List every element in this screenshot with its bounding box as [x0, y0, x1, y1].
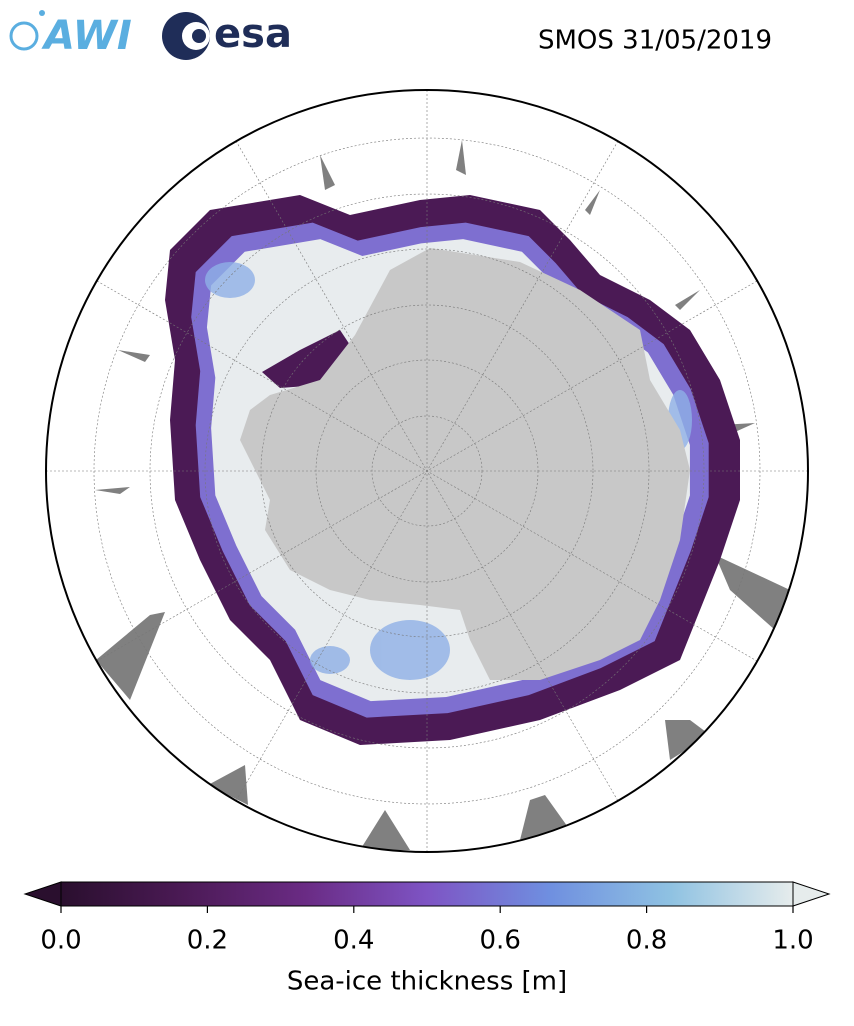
awi-text: AWI [41, 13, 132, 59]
esa-text: esa [214, 11, 292, 57]
land-patches [95, 140, 790, 850]
awi-logo: AWI [9, 10, 132, 59]
map-boundary [45, 89, 809, 853]
colorbar-tick-label: 1.0 [772, 926, 813, 956]
colorbar-label: Sea-ice thickness [m] [287, 967, 567, 997]
map [46, 90, 808, 852]
colorbar: 0.0 0.2 0.4 0.6 0.8 1.0 [23, 881, 831, 956]
graticule [46, 90, 808, 852]
colorbar-gradient [60, 881, 794, 907]
colorbar-extend-low [23, 881, 62, 907]
colorbar-tick-label: 0.2 [187, 926, 228, 956]
esa-logo: esa [162, 11, 292, 60]
colorbar-tick-label: 0.8 [626, 926, 667, 956]
antarctica [240, 248, 690, 680]
colorbar-tick-label: 0.6 [480, 926, 521, 956]
title: SMOS 31/05/2019 [538, 26, 772, 56]
colorbar-tick-label: 0.0 [40, 926, 81, 956]
colorbar-tick-label: 0.4 [333, 926, 374, 956]
ice-texture [205, 262, 692, 680]
colorbar-extend-high [792, 881, 831, 907]
